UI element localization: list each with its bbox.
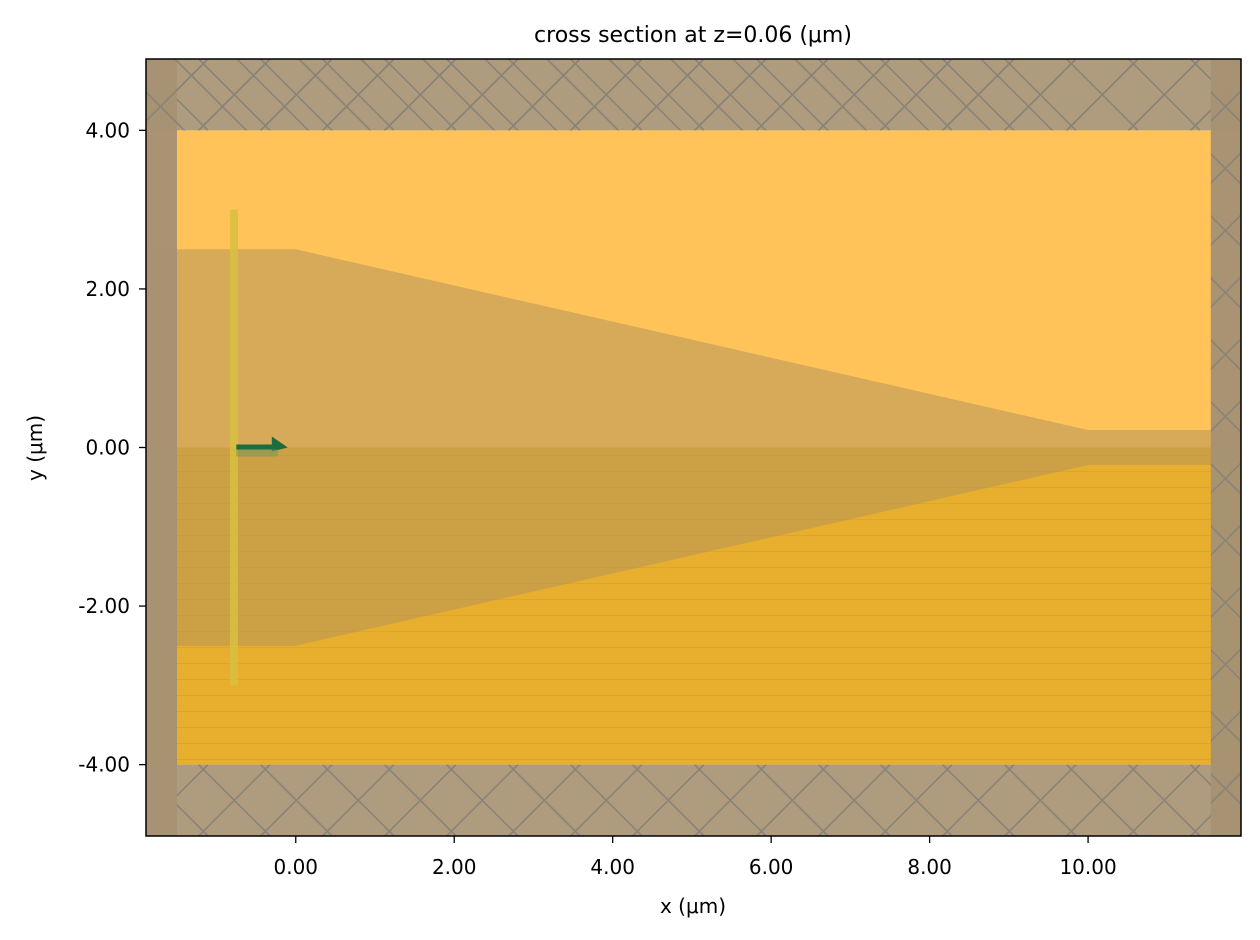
x-tick-label: 0.00 <box>273 855 318 879</box>
y-tick-label: 2.00 <box>85 277 130 301</box>
y-tick-label: -4.00 <box>78 753 130 777</box>
chart-title: cross section at z=0.06 (μm) <box>534 23 852 48</box>
x-tick-label: 10.00 <box>1059 855 1116 879</box>
y-axis-ticks: -4.00 -2.00 0.00 2.00 4.00 <box>78 118 146 777</box>
plot-area <box>146 59 1241 836</box>
source-direction-arrow <box>236 436 288 452</box>
y-tick-label: -2.00 <box>78 594 130 618</box>
pml-band <box>146 764 1241 836</box>
x-tick-label: 2.00 <box>432 855 477 879</box>
pml-band <box>146 59 1241 131</box>
pml-regions <box>146 59 1241 836</box>
x-tick-label: 4.00 <box>590 855 635 879</box>
x-tick-label: 6.00 <box>749 855 794 879</box>
y-axis-label: y (μm) <box>23 415 47 481</box>
x-tick-label: 8.00 <box>907 855 952 879</box>
y-tick-label: 0.00 <box>85 436 130 460</box>
x-axis-label: x (μm) <box>660 894 726 918</box>
pml-band <box>1210 59 1241 836</box>
source-direction-arrow-shadow <box>236 449 278 457</box>
pml-band <box>146 59 177 836</box>
source-line <box>229 209 238 686</box>
x-axis-ticks: 0.00 2.00 4.00 6.00 8.00 10.00 <box>273 836 1117 879</box>
structure-taper <box>146 249 1241 646</box>
y-tick-label: 4.00 <box>85 118 130 142</box>
